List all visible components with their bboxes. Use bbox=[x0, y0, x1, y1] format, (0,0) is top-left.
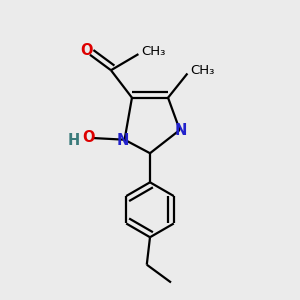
Text: O: O bbox=[80, 43, 92, 58]
Text: H: H bbox=[68, 133, 80, 148]
Text: CH₃: CH₃ bbox=[191, 64, 215, 77]
Text: N: N bbox=[175, 123, 187, 138]
Text: CH₃: CH₃ bbox=[142, 45, 166, 58]
Text: O: O bbox=[82, 130, 94, 145]
Text: N: N bbox=[117, 133, 129, 148]
